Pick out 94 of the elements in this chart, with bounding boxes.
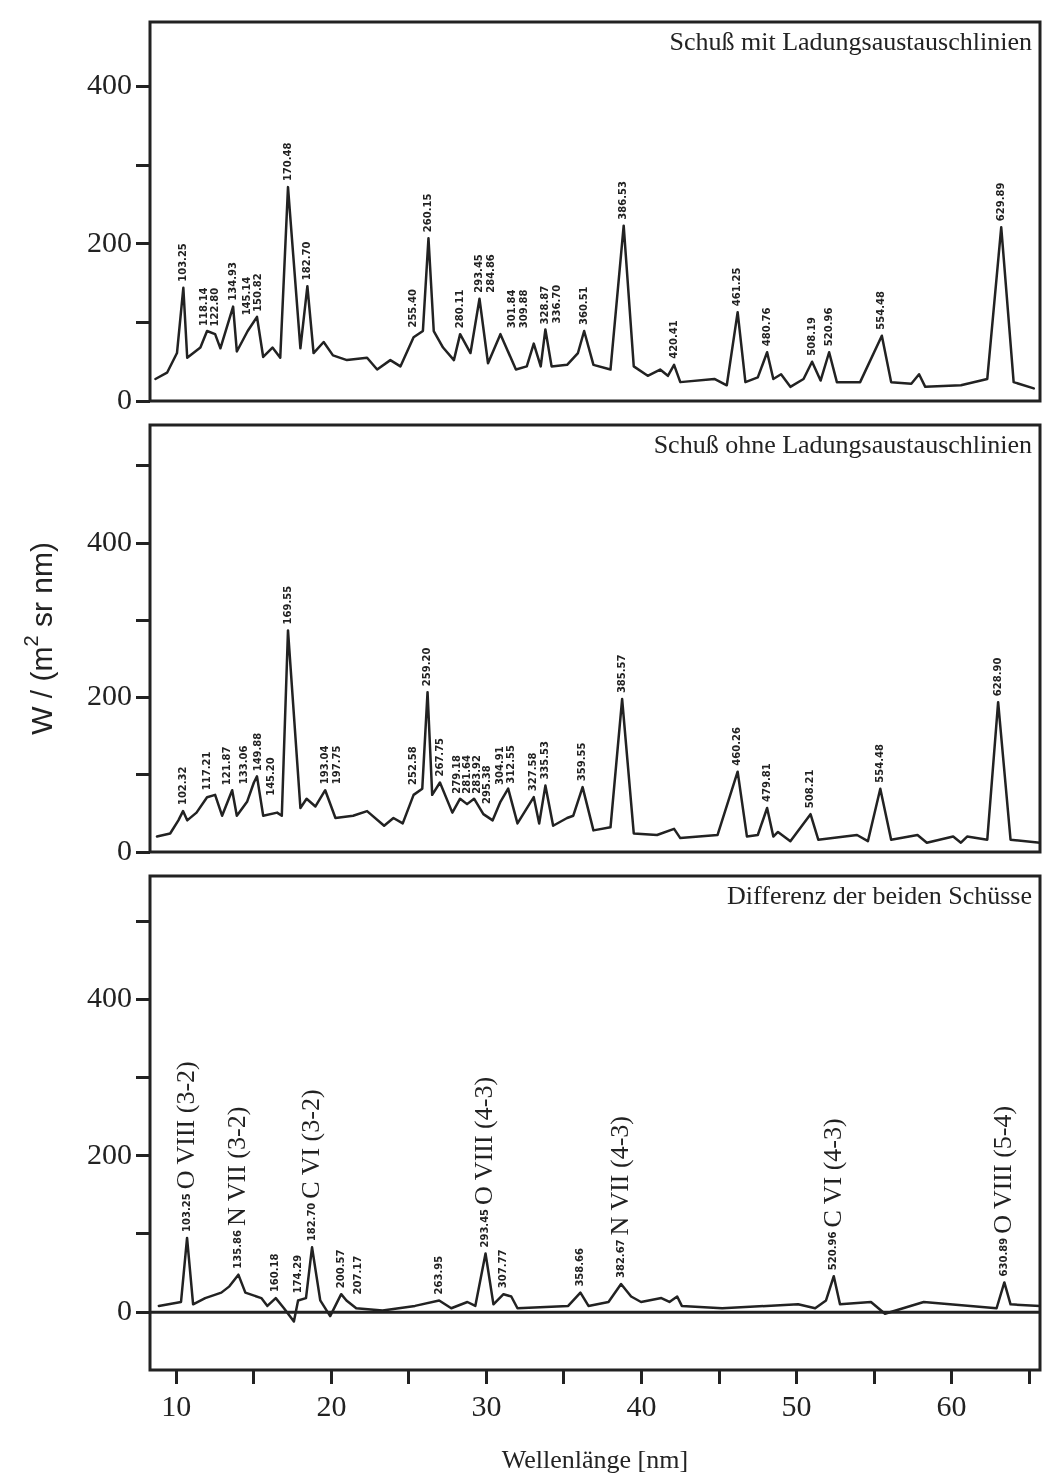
chart-title: Schuß mit Ladungsaustauschlinien: [669, 26, 1032, 56]
annotation: 307.77: [497, 1249, 509, 1289]
annotation: 117.21: [200, 751, 212, 791]
annotation: 336.70: [550, 284, 562, 324]
annotation: 520.96: [822, 307, 834, 347]
annotation: 328.87: [539, 285, 551, 325]
annotation: 102.32: [176, 766, 188, 806]
annotation: 508.21: [804, 769, 816, 809]
chart-title: Schuß ohne Ladungsaustauschlinien: [653, 429, 1032, 459]
annotation: 508.19: [805, 317, 817, 356]
annotation: 386.53: [617, 181, 629, 220]
annotation: 630.89: [997, 1237, 1009, 1277]
x-tick-label: 20: [316, 1388, 347, 1422]
annotation: N VII (3-2): [222, 1106, 252, 1227]
annotation: 520.96: [827, 1231, 839, 1271]
annotation: 281.64: [460, 755, 472, 794]
y-tick-label: 0: [117, 832, 132, 866]
x-axis-title: Wellenlänge [nm]: [501, 1445, 689, 1475]
annotation: 260.15: [422, 193, 434, 233]
annotation: 135.86: [231, 1230, 243, 1269]
annotation: 193.04: [318, 745, 330, 785]
annotation: 133.06: [237, 745, 249, 785]
annotation: 628.90: [991, 657, 1003, 697]
y-tick-label: 400: [87, 524, 132, 558]
annotation: C VI (4-3): [817, 1118, 847, 1228]
annotation: O VIII (4-3): [469, 1076, 499, 1205]
annotation: 304.91: [494, 746, 506, 785]
y-tick-label: 200: [87, 678, 132, 712]
y-tick-label: 0: [117, 381, 132, 415]
annotation: C VI (3-2): [295, 1089, 325, 1199]
y-axis-title: W / (m2 sr nm): [19, 542, 59, 735]
x-tick-label: 40: [626, 1388, 657, 1422]
y-tick-label: 200: [87, 1136, 132, 1170]
annotation: 174.29: [291, 1254, 303, 1294]
annotation: 103.25: [176, 243, 188, 282]
annotation: 279.18: [450, 755, 462, 794]
annotation: 327.58: [527, 752, 539, 792]
annotation: 420.41: [667, 320, 679, 359]
annotation: 267.75: [433, 737, 445, 777]
annotation: 293.45: [479, 1208, 491, 1248]
annotation: 255.40: [407, 288, 419, 328]
annotation: 554.48: [875, 291, 887, 330]
annotation: 382.67: [614, 1239, 626, 1279]
annotation: 295.38: [480, 765, 492, 804]
annotation: 122.80: [208, 287, 220, 327]
annotation: O VIII (5-4): [988, 1105, 1018, 1234]
annotation: 134.93: [226, 262, 238, 301]
annotation: 358.66: [574, 1247, 586, 1287]
annotation: 149.88: [252, 732, 264, 772]
annotation: 182.70: [305, 1202, 317, 1242]
annotation: 554.48: [873, 744, 885, 783]
annotation: N VII (4-3): [604, 1116, 634, 1236]
annotation: 283.92: [470, 755, 482, 794]
x-tick-label: 60: [936, 1388, 967, 1422]
annotation: 309.88: [518, 289, 530, 329]
x-tick-label: 30: [471, 1388, 502, 1422]
annotation: 182.70: [300, 241, 312, 281]
annotation: 460.26: [731, 727, 743, 766]
y-tick-label: 400: [87, 67, 132, 101]
annotation: 200.57: [334, 1249, 346, 1289]
annotation: 293.45: [473, 254, 485, 293]
annotation: 118.14: [197, 287, 209, 327]
annotation: 170.48: [281, 142, 293, 182]
annotation: 479.81: [760, 763, 772, 802]
annotation: 207.17: [352, 1255, 364, 1295]
annotation: O VIII (3-2): [170, 1061, 200, 1190]
annotation: 259.20: [421, 647, 433, 687]
annotation: 480.76: [760, 307, 772, 347]
annotation: 160.18: [269, 1253, 281, 1293]
annotation: 301.84: [506, 289, 518, 329]
annotation: 461.25: [731, 267, 743, 307]
annotation: 197.75: [330, 745, 342, 785]
y-tick-label: 200: [87, 224, 132, 258]
annotation: 385.57: [615, 654, 627, 694]
annotation: 121.87: [220, 746, 232, 786]
annotation: 335.53: [538, 740, 550, 780]
y-tick-label: 400: [87, 980, 132, 1014]
annotation: 280.11: [453, 289, 465, 329]
annotation: 360.51: [577, 286, 589, 326]
annotation: 103.25: [180, 1193, 192, 1232]
annotation: 150.82: [252, 273, 264, 312]
x-tick-label: 10: [161, 1388, 192, 1422]
y-tick-label: 0: [117, 1293, 132, 1327]
annotation: 169.55: [281, 585, 293, 625]
annotation: 145.14: [241, 276, 253, 316]
annotation: 263.95: [432, 1255, 444, 1295]
annotation: 312.55: [504, 745, 516, 784]
annotation: 629.89: [994, 182, 1006, 222]
chart-title: Differenz der beiden Schüsse: [727, 880, 1032, 910]
annotation: 284.86: [485, 254, 497, 293]
x-tick-label: 50: [781, 1388, 812, 1422]
annotation: 359.55: [576, 742, 588, 782]
annotation: 145.20: [264, 757, 276, 796]
annotation: 252.58: [407, 746, 419, 785]
